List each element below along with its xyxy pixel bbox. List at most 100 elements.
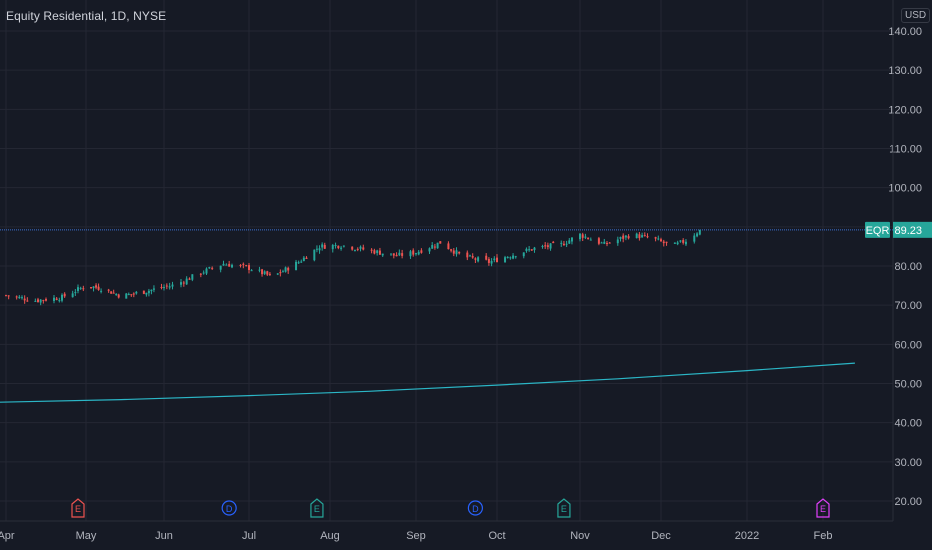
candle-body: [417, 251, 420, 255]
candle-body: [205, 268, 208, 274]
candle-body: [112, 292, 115, 294]
earnings-marker-icon[interactable]: [816, 498, 830, 518]
candle-body: [698, 229, 701, 235]
candle-body: [147, 290, 150, 294]
candle-body: [560, 242, 563, 244]
candle-body: [682, 240, 685, 243]
candle-body: [321, 244, 324, 248]
x-tick-label: May: [76, 530, 97, 542]
candle-body: [420, 250, 423, 253]
candle-body: [342, 245, 345, 247]
candle-body: [132, 293, 135, 295]
candle-body: [21, 297, 23, 299]
candle-body: [225, 264, 228, 266]
candle-body: [100, 290, 103, 292]
candle-body: [263, 271, 266, 274]
candle-body: [431, 245, 434, 249]
candle-body: [562, 243, 565, 246]
last-price-label-box[interactable]: [893, 221, 932, 238]
candle-body: [315, 248, 318, 250]
candle-body: [107, 289, 110, 291]
candle-body: [130, 294, 133, 296]
candle-body: [165, 285, 168, 287]
candle-body: [258, 269, 261, 271]
candle-body: [581, 234, 584, 238]
candle-body: [504, 257, 507, 263]
candle-body: [496, 257, 498, 263]
candle-body: [570, 237, 573, 242]
dividend-marker-icon[interactable]: [221, 500, 237, 516]
candle-body: [37, 299, 39, 302]
candle-body: [373, 250, 376, 254]
candle-body: [95, 285, 98, 288]
candle-body: [541, 246, 544, 248]
candle-body: [202, 272, 205, 274]
candle-body: [654, 237, 657, 239]
candle-body: [525, 248, 528, 252]
candle-body: [447, 243, 450, 250]
candle-body: [415, 253, 417, 255]
candle-body: [469, 255, 471, 257]
candle-body: [71, 293, 74, 298]
candle-body: [676, 242, 679, 245]
candle-body: [318, 248, 321, 251]
candle-body: [208, 267, 211, 269]
candle-body: [643, 235, 646, 237]
dividend-marker-icon[interactable]: [467, 500, 483, 516]
candle-body: [512, 255, 515, 259]
y-tick-label: 100.00: [888, 183, 922, 195]
candle-body: [436, 242, 439, 249]
candle-body: [493, 258, 496, 261]
y-tick-label: 80.00: [894, 261, 922, 273]
candle-body: [619, 236, 622, 239]
x-tick-label: Aug: [320, 530, 340, 542]
earnings-marker-icon[interactable]: [310, 498, 324, 518]
candle-body: [452, 250, 455, 254]
x-tick-label: 2022: [735, 530, 759, 542]
candle-body: [231, 264, 233, 268]
symbol-title: Equity Residential, 1D, NYSE: [6, 9, 167, 23]
candle-body: [135, 291, 138, 294]
candle-body: [242, 263, 245, 265]
candle-body: [584, 236, 587, 238]
ticker-label: EQR: [866, 225, 890, 237]
x-tick-label: Jul: [242, 530, 256, 542]
candle-body: [589, 239, 592, 241]
candle-body: [622, 235, 625, 239]
candle-body: [362, 247, 365, 250]
candle-body: [665, 241, 668, 243]
last-price-label: 89.23: [894, 225, 922, 237]
candle-body: [606, 243, 608, 245]
candle-body: [300, 261, 303, 263]
candle-body: [7, 295, 10, 297]
candle-body: [466, 252, 469, 258]
candle-body: [34, 300, 37, 302]
y-tick-label: 50.00: [894, 379, 922, 391]
x-tick-label: Oct: [488, 530, 505, 542]
y-tick-label: 30.00: [894, 457, 922, 469]
candle-body: [455, 250, 458, 255]
candle-body: [248, 265, 250, 270]
event-marker-letter: D: [226, 504, 233, 514]
candle-body: [92, 286, 95, 288]
candle-body: [55, 298, 58, 300]
earnings-marker-icon[interactable]: [71, 498, 85, 518]
earnings-marker-icon[interactable]: [557, 498, 571, 518]
candle-body: [565, 243, 568, 245]
candle-body: [142, 290, 145, 294]
candle-body: [302, 257, 305, 262]
currency-badge[interactable]: USD: [901, 8, 931, 23]
candle-body: [313, 249, 316, 261]
y-tick-label: 120.00: [888, 104, 922, 116]
candle-body: [171, 284, 174, 287]
candle-body: [222, 263, 225, 266]
ticker-label-box[interactable]: [865, 221, 890, 238]
candle-body: [266, 271, 269, 275]
candle-body: [477, 257, 480, 262]
candle-body: [97, 286, 100, 290]
candle-body: [506, 256, 509, 258]
candle-body: [191, 274, 194, 280]
